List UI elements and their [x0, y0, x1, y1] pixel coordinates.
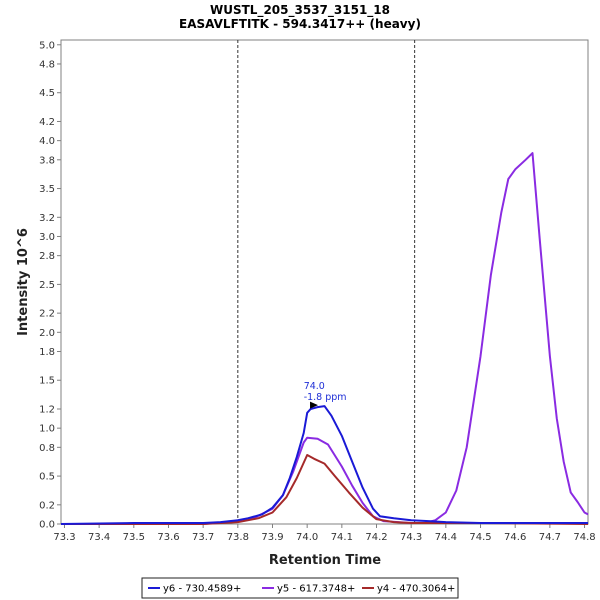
x-tick-label: 73.9 [261, 532, 283, 543]
y-tick-label: 4.0 [39, 136, 55, 147]
y-tick-label: 3.8 [39, 155, 55, 166]
y-tick-label: 1.5 [39, 376, 55, 387]
x-tick-label: 73.8 [227, 532, 249, 543]
peak-annotation-label: -1.8 ppm [304, 392, 347, 403]
chart-subtitle: EASAVLFTITK - 594.3417++ (heavy) [179, 17, 421, 31]
x-tick-label: 74.6 [504, 532, 526, 543]
y-tick-label: 4.2 [39, 117, 55, 128]
peak-marker [310, 401, 319, 409]
y-tick-label: 4.5 [39, 88, 55, 99]
series-line-y6 [60, 405, 588, 525]
x-tick-label: 73.7 [192, 532, 214, 543]
legend-label: y4 - 470.3064+ [377, 584, 455, 595]
legend-label: y5 - 617.3748+ [277, 584, 355, 595]
legend-frame [141, 577, 459, 599]
y-tick-label: 4.8 [39, 59, 55, 70]
y-tick-label: 2.0 [39, 328, 55, 339]
y-tick-label: 0.5 [39, 472, 55, 483]
x-tick-label: 73.4 [88, 532, 110, 543]
x-tick-label: 74.0 [296, 532, 318, 543]
y-tick-label: 2.5 [39, 280, 55, 291]
x-tick-label: 74.2 [365, 532, 387, 543]
chart-title: WUSTL_205_3537_3151_18 [210, 3, 390, 18]
x-tick-label: 74.1 [331, 532, 353, 543]
y-tick-label: 0.2 [39, 500, 55, 511]
y-tick-label: 2.2 [39, 309, 55, 320]
x-axis-label: Retention Time [269, 553, 381, 568]
plot-area: 73.3 73.4 73.5 73.6 73.7 73.8 73.9 74.0 74.1 74.2… [39, 39, 596, 543]
y-tick-label: 3.0 [39, 232, 55, 243]
x-tick-label: 74.8 [573, 532, 595, 543]
x-tick-label: 73.5 [123, 532, 145, 543]
legend: y6 - 730.4589+ y5 - 617.3748+ y4 - 470.306… [141, 577, 459, 599]
y-tick-label: 2.8 [39, 251, 55, 262]
y-tick-label: 5.0 [39, 40, 55, 51]
plot-frame [60, 39, 589, 525]
x-tick-label: 74.3 [400, 532, 422, 543]
y-axis-label: Intensity 10^6 [16, 228, 31, 336]
x-tick-label: 73.3 [53, 532, 75, 543]
y-tick-label: 3.5 [39, 184, 55, 195]
peak-annotation-label: 74.0 [304, 381, 325, 392]
y-tick-label: 1.0 [39, 424, 55, 435]
series-line-y4 [61, 454, 589, 525]
x-tick-label: 74.5 [469, 532, 491, 543]
y-tick-label: 3.2 [39, 213, 55, 224]
y-tick-label: 1.2 [39, 404, 55, 415]
series-line-y5 [61, 152, 589, 525]
x-tick-label: 73.6 [157, 532, 179, 543]
x-tick-label: 74.4 [435, 532, 457, 543]
y-tick-label: 0.0 [39, 520, 55, 531]
y-tick-label: 1.8 [39, 347, 55, 358]
legend-label: y6 - 730.4589+ [163, 584, 241, 595]
x-tick-label: 74.7 [539, 532, 561, 543]
y-tick-label: 0.8 [39, 443, 55, 454]
